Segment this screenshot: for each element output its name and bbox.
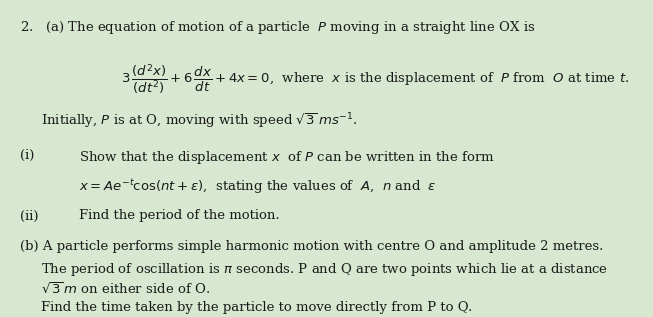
Text: (i): (i) — [20, 149, 35, 162]
Text: Find the period of the motion.: Find the period of the motion. — [78, 210, 279, 223]
Text: (ii): (ii) — [20, 210, 39, 223]
Text: $\sqrt{3}\,m$ on either side of O.: $\sqrt{3}\,m$ on either side of O. — [41, 281, 210, 296]
Text: Show that the displacement $x$  of $P$ can be written in the form: Show that the displacement $x$ of $P$ ca… — [78, 149, 494, 166]
Text: (b) A particle performs simple harmonic motion with centre O and amplitude 2 met: (b) A particle performs simple harmonic … — [20, 240, 603, 253]
Text: $3\,\dfrac{(d^2x)}{(dt^2)} + 6\,\dfrac{dx}{dt} + 4x = 0$,  where  $x$ is the dis: $3\,\dfrac{(d^2x)}{(dt^2)} + 6\,\dfrac{d… — [121, 61, 629, 95]
Text: Initially, $P$ is at O, moving with speed $\sqrt{3}\,ms^{-1}$.: Initially, $P$ is at O, moving with spee… — [41, 112, 358, 131]
Text: Find the time taken by the particle to move directly from P to Q.: Find the time taken by the particle to m… — [41, 301, 473, 314]
Text: $x = Ae^{-t}\cos(nt + \varepsilon)$,  stating the values of  $A$,  $n$ and  $\va: $x = Ae^{-t}\cos(nt + \varepsilon)$, sta… — [78, 178, 436, 197]
Text: 2.   (a) The equation of motion of a particle  $P$ moving in a straight line OX : 2. (a) The equation of motion of a parti… — [20, 18, 535, 36]
Text: The period of oscillation is $\pi$ seconds. P and Q are two points which lie at : The period of oscillation is $\pi$ secon… — [41, 261, 609, 278]
